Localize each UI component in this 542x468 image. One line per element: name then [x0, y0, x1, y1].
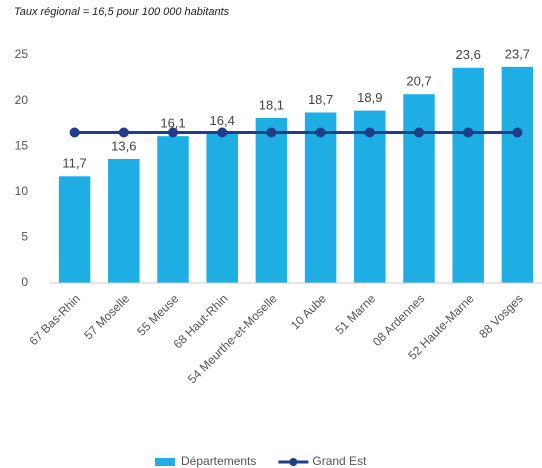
marker — [266, 127, 277, 138]
marker — [315, 127, 326, 138]
bar — [157, 136, 189, 283]
legend-label: Départements — [181, 454, 256, 468]
bar — [255, 117, 288, 283]
x-tick-label: 51 Marne — [332, 291, 378, 337]
x-tick-label: 67 Bas-Rhin — [26, 291, 83, 348]
y-tick-label: 10 — [15, 184, 29, 198]
data-label: 11,7 — [62, 156, 86, 171]
marker — [512, 127, 523, 138]
y-tick-label: 0 — [21, 275, 28, 289]
data-label: 18,1 — [259, 97, 284, 112]
bar — [354, 110, 386, 283]
data-label: 20,7 — [406, 74, 431, 89]
marker — [414, 127, 424, 138]
data-label: 23,7 — [505, 46, 530, 61]
x-tick-label: 10 Aube — [288, 291, 329, 332]
bar — [304, 112, 337, 284]
y-tick-label: 20 — [15, 93, 29, 107]
legend-label: Grand Est — [312, 454, 367, 468]
x-tick-label: 55 Meuse — [134, 291, 181, 338]
marker — [118, 127, 129, 138]
marker — [69, 127, 80, 138]
marker — [364, 127, 375, 138]
data-label: 16,1 — [160, 116, 185, 131]
bar — [501, 66, 534, 283]
x-tick-label: 57 Moselle — [81, 291, 132, 342]
marker — [463, 127, 474, 138]
data-label: 23,6 — [456, 47, 481, 62]
bar — [403, 94, 435, 283]
legend-swatch — [155, 458, 175, 466]
bar — [452, 67, 484, 283]
chart-title: Taux régional = 16,5 pour 100 000 habita… — [14, 6, 230, 18]
data-label: 13,6 — [111, 138, 136, 153]
y-tick-label: 5 — [21, 230, 28, 244]
bar — [58, 176, 91, 283]
data-label: 16,4 — [210, 113, 235, 128]
x-tick-label: 88 Vosges — [476, 291, 526, 341]
data-label: 18,7 — [308, 92, 333, 107]
x-tick-label: 54 Meurthe-et-Moselle — [185, 291, 280, 386]
marker — [217, 127, 228, 138]
bar — [108, 158, 140, 283]
y-tick-label: 15 — [15, 138, 29, 152]
bar — [206, 133, 238, 283]
y-tick-label: 25 — [15, 47, 29, 61]
legend-swatch — [289, 458, 298, 466]
data-label: 18,9 — [357, 90, 382, 105]
marker — [168, 127, 178, 138]
